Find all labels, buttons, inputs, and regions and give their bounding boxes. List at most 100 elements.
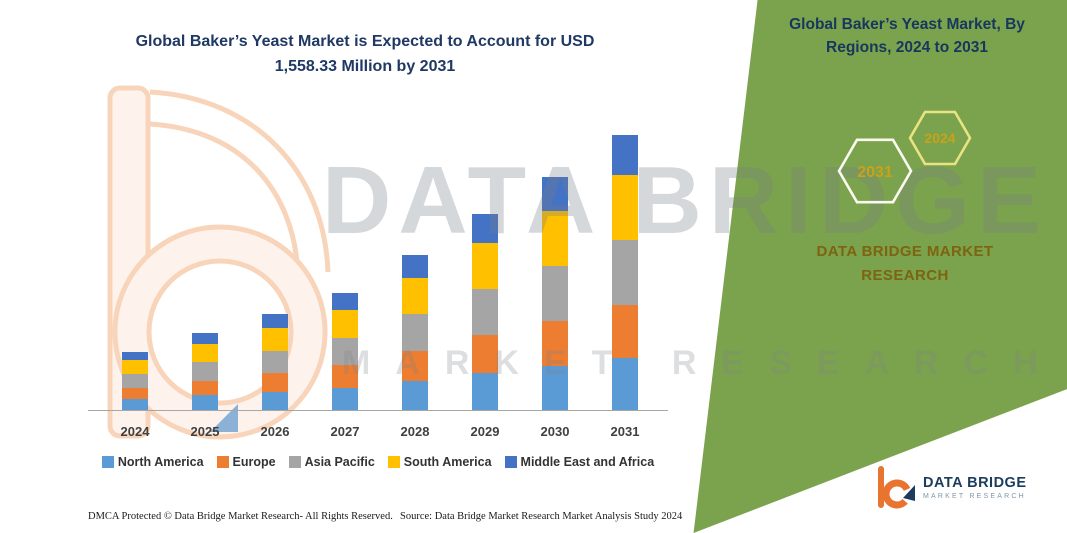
bar-column-2028 [380,120,450,410]
x-axis-labels: 2024 2025 2026 2027 2028 2029 2030 2031 [100,424,660,439]
legend-swatch-icon [387,456,400,468]
badge-year-2024: 2024 [924,130,955,146]
legend-swatch-icon [101,456,114,468]
bar-segment-europe [472,335,498,373]
footer-dmca-text: DMCA Protected © Data Bridge Market Rese… [88,511,393,522]
hexagon-2031-icon [837,138,913,204]
bar-segment-north-america [332,387,358,410]
bar-segment-north-america [192,395,218,410]
bar-segment-europe [262,373,288,392]
bar-segment-europe [542,321,568,366]
x-axis-line [88,410,668,411]
bar-segment-asia-pacific [262,350,288,374]
stacked-bar-2031 [612,135,638,410]
bar-segment-europe [612,305,638,358]
bar-segment-middle-east-and-africa [332,293,358,311]
bar-segment-asia-pacific [122,374,148,389]
x-axis-label-2027: 2027 [330,424,360,439]
bar-segment-north-america [472,372,498,410]
legend-item-south-america: South America [387,455,492,469]
stacked-bar-2030 [542,177,568,410]
brand-b-watermark-icon [107,85,331,440]
bar-column-2031 [590,120,660,410]
bar-segment-north-america [262,391,288,410]
bar-column-2025 [170,120,240,410]
bar-segment-asia-pacific [612,240,638,306]
bar-column-2024 [100,120,170,410]
x-axis-label-2026: 2026 [260,424,290,439]
bar-segment-asia-pacific [192,362,218,381]
panel-brand-text: DATA BRIDGE MARKET RESEARCH [816,243,994,284]
bar-segment-middle-east-and-africa [612,135,638,176]
bar-segment-asia-pacific [542,266,568,322]
bar-segment-europe [192,380,218,396]
bar-segment-north-america [542,365,568,410]
panel-title: Global Baker’s Yeast Market, By Regions,… [789,16,1025,57]
chart-title: Global Baker’s Yeast Market is Expected … [135,33,595,75]
legend-label: South America [403,455,492,469]
bar-segment-middle-east-and-africa [262,314,288,329]
bar-segment-europe [122,388,148,400]
bar-segment-north-america [402,380,428,410]
bar-segment-middle-east-and-africa [192,333,218,345]
x-axis-label-2024: 2024 [120,424,150,439]
x-axis-label-2028: 2028 [400,424,430,439]
footer-source-text: Source: Data Bridge Market Research Mark… [400,511,683,522]
bar-segment-asia-pacific [332,337,358,366]
bar-segment-north-america [122,399,148,410]
company-logo: DATA BRIDGE MARKET RESEARCH [876,464,1027,510]
bar-segment-south-america [332,310,358,338]
x-axis-label-2030: 2030 [540,424,570,439]
bar-segment-middle-east-and-africa [472,213,498,243]
bar-column-2029 [450,120,520,410]
bar-chart [100,120,660,410]
bar-column-2027 [310,120,380,410]
x-axis-label-2031: 2031 [610,424,640,439]
bar-segment-europe [402,350,428,381]
bar-segment-south-america [262,328,288,351]
stacked-bar-2024 [122,351,148,410]
stacked-bar-2028 [402,255,428,410]
bar-segment-north-america [612,357,638,410]
legend-swatch-icon [504,456,517,468]
bar-segment-south-america [472,242,498,289]
bar-segment-south-america [192,344,218,363]
bar-segment-asia-pacific [402,314,428,351]
logo-b-icon [878,466,915,509]
bar-segment-south-america [122,360,148,375]
legend-label: Middle East and Africa [520,455,655,469]
bar-segment-south-america [402,277,428,315]
bar-column-2030 [520,120,590,410]
stacked-bar-2026 [262,314,288,410]
bar-segment-south-america [612,175,638,241]
legend-item-europe: Europe [216,455,276,469]
x-axis-label-2025: 2025 [190,424,220,439]
legend-label: Asia Pacific [304,455,375,469]
legend-item-asia-pacific: Asia Pacific [288,455,375,469]
year-hexagon-badges: 2031 2024 [837,110,972,204]
bar-segment-middle-east-and-africa [542,177,568,211]
bar-segment-asia-pacific [472,288,498,336]
bar-segment-middle-east-and-africa [122,351,148,361]
x-axis-label-2029: 2029 [470,424,500,439]
legend-label: Europe [232,455,276,469]
bar-segment-south-america [542,210,568,267]
watermark-market-research: MARKET RESEARCH [342,344,1063,382]
badge-year-2031: 2031 [857,164,893,181]
bar-segment-europe [332,365,358,388]
logo-name: DATA BRIDGE [923,474,1027,491]
stacked-bar-2027 [332,293,358,410]
logo-tagline: MARKET RESEARCH [923,492,1026,500]
stacked-bar-2029 [472,213,498,410]
legend-label: North America [117,455,204,469]
stacked-bar-2025 [192,333,218,410]
legend-item-north-america: North America [101,455,204,469]
bar-segment-middle-east-and-africa [402,255,428,278]
hexagon-2024-icon [908,110,972,166]
bar-column-2026 [240,120,310,410]
legend-swatch-icon [288,456,301,468]
legend-item-middle-east-and-africa: Middle East and Africa [504,455,655,469]
chart-legend: North America Europe Asia Pacific South Ame… [78,455,678,469]
watermark-data-bridge: DATA BRIDGE [322,147,1048,254]
